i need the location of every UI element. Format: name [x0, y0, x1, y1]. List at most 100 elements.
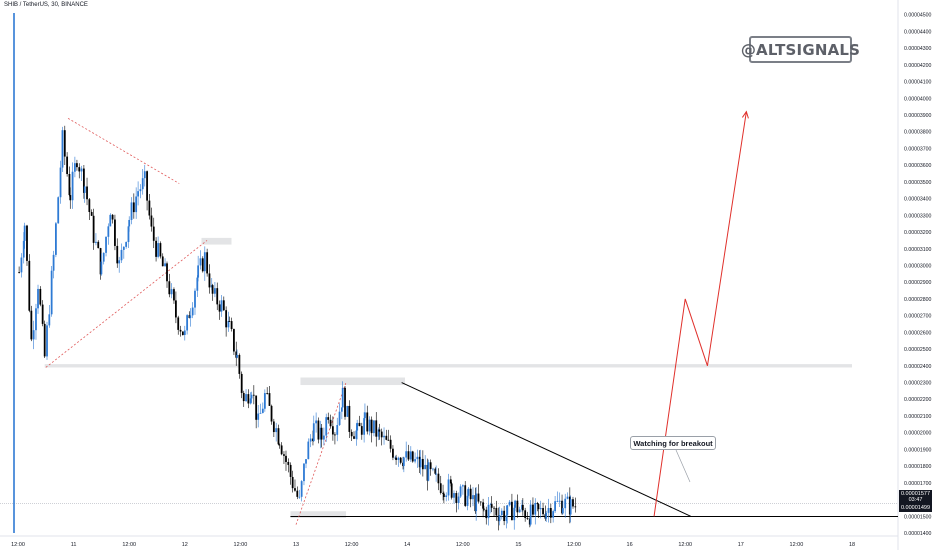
candle-body — [235, 351, 238, 358]
candle-body — [208, 273, 211, 288]
candle-body — [419, 458, 422, 468]
candle-body — [315, 420, 318, 424]
candle-body — [270, 405, 273, 422]
candle-body — [50, 270, 53, 315]
candle-body — [250, 394, 253, 399]
candle-body — [177, 317, 180, 330]
candle-body — [135, 196, 138, 213]
candle-body — [261, 408, 264, 413]
candle-body — [475, 493, 478, 512]
candle-body — [78, 167, 81, 172]
candle-body — [155, 240, 157, 257]
candle-body — [364, 412, 366, 419]
candle-body — [130, 202, 133, 220]
candle-body — [405, 451, 408, 458]
candle-body — [312, 423, 315, 442]
candle-body — [556, 500, 559, 502]
candle-body — [437, 473, 440, 484]
candle-body — [300, 481, 303, 497]
x-tick-label: 12:00 — [790, 542, 804, 548]
candle-body — [35, 308, 37, 331]
candle-body — [191, 307, 194, 316]
watermark-logo: @ALTSIGNALS — [741, 36, 860, 63]
candle-body — [249, 398, 252, 404]
candle-body — [336, 425, 339, 435]
candle-body — [166, 263, 168, 282]
y-tick-label: 0.00004200 — [904, 63, 932, 69]
y-tick-label: 0.00003000 — [904, 263, 932, 269]
candle-body — [434, 468, 437, 474]
candle-body — [511, 501, 513, 521]
candle-body — [542, 508, 544, 515]
y-tick-label: 0.00002600 — [904, 330, 932, 336]
candle-body — [82, 168, 85, 193]
candle-body — [366, 412, 369, 432]
candle-body — [285, 455, 287, 462]
candle-body — [424, 464, 427, 470]
candle-body — [30, 310, 33, 340]
x-tick-label: 15 — [515, 542, 521, 548]
candle-body — [322, 435, 325, 440]
candle-body — [73, 163, 76, 172]
candle-body — [257, 413, 260, 420]
candle-body — [450, 483, 453, 498]
candle-body — [289, 464, 292, 477]
candle-body — [569, 499, 572, 515]
candle-body — [513, 507, 516, 521]
x-tick-label: 12:00 — [456, 542, 470, 548]
y-tick-label: 0.00002400 — [904, 364, 932, 370]
candle-body — [317, 420, 320, 440]
candle-body — [278, 444, 281, 446]
candle-body — [545, 512, 548, 519]
candle-body — [266, 393, 269, 394]
candle-body — [255, 395, 258, 420]
candle-body — [490, 504, 493, 508]
candle-body — [537, 504, 540, 510]
candle-body — [168, 281, 171, 295]
x-tick-label: 11 — [71, 542, 77, 548]
y-tick-label: 0.00001500 — [904, 514, 932, 520]
candle-body — [325, 417, 328, 436]
y-tick-label: 0.00003300 — [904, 213, 932, 219]
y-tick-label: 0.00003600 — [904, 163, 932, 169]
candle-body — [477, 493, 480, 502]
candle-body — [397, 457, 400, 460]
candle-body — [20, 257, 23, 273]
candle-body — [498, 515, 501, 522]
candle-body — [203, 252, 206, 272]
candle-body — [399, 457, 402, 463]
candle-body — [139, 189, 142, 192]
candle-body — [547, 507, 550, 513]
symbol-title: SHIB / TetherUS, 30, BINANCE — [4, 2, 88, 8]
candle-body — [442, 493, 445, 497]
candle-body — [201, 258, 204, 272]
candle-body — [427, 462, 430, 481]
candle-body — [363, 418, 366, 435]
candle-body — [181, 331, 184, 335]
candle-body — [307, 441, 310, 460]
candle-body — [114, 219, 116, 246]
candle-body — [449, 479, 452, 484]
candle-body — [150, 215, 153, 227]
candle-body — [294, 488, 296, 491]
countdown-value: 03:47 — [908, 497, 923, 503]
candle-body — [23, 225, 26, 241]
candle-body — [487, 504, 490, 519]
candle-body — [92, 215, 95, 243]
candle-body — [71, 171, 74, 201]
candle-body — [503, 510, 506, 522]
candle-body — [109, 214, 112, 227]
candle-body — [26, 225, 28, 261]
x-tick-label: 17 — [738, 542, 744, 548]
y-tick-label: 0.00002900 — [904, 280, 932, 286]
candle-body — [558, 500, 561, 502]
candle-body — [59, 167, 62, 198]
candle-body — [356, 422, 359, 431]
candle-body — [99, 248, 102, 275]
candle-body — [466, 495, 469, 506]
candle-body — [464, 485, 467, 506]
candle-body — [409, 451, 412, 460]
y-tick-label: 0.00004000 — [904, 96, 932, 102]
candle-body — [378, 429, 381, 432]
